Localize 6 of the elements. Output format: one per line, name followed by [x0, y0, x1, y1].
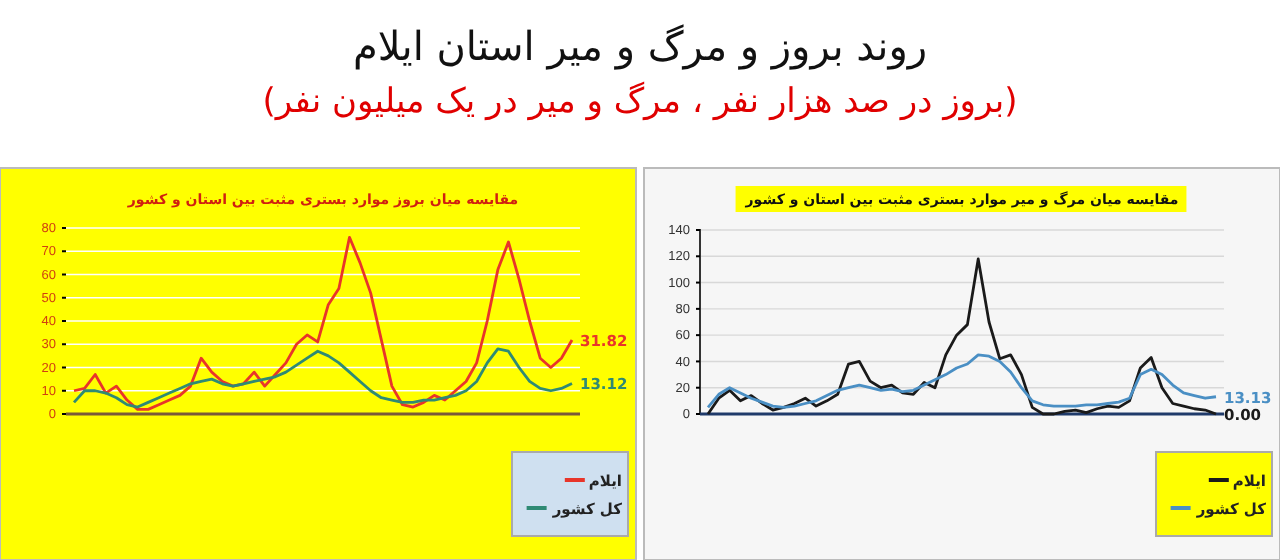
line-series: [72, 347, 574, 409]
line-series: [706, 257, 1218, 416]
text: (بروز در صد هزار نفر ، مرگ و میر در یک میلیون نفر): [262, 80, 1018, 122]
text: روند بروز و مرگ و میر استان ایلام: [352, 22, 928, 70]
line-series: [706, 353, 1218, 409]
line-series: [72, 235, 574, 411]
